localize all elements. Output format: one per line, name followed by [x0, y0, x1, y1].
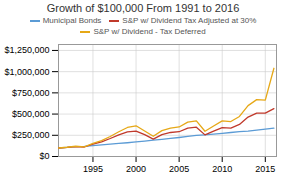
- svg-text:2010: 2010: [212, 164, 232, 174]
- svg-text:$500,000: $500,000: [12, 109, 50, 119]
- svg-text:$750,000: $750,000: [12, 88, 50, 98]
- html-text:S&P w/ Dividend Tax Adjusted a: S&P w/ Dividend Tax Adjusted at 30%: [122, 16, 257, 25]
- svg-text:$250,000: $250,000: [12, 130, 50, 140]
- html-text:Growth of $100,000 From 1991 t: Growth of $100,000 From 1991 to 2016: [46, 2, 240, 14]
- html-text:Municipal Bonds: Municipal Bonds: [42, 16, 102, 25]
- svg-text:2015: 2015: [255, 164, 275, 174]
- svg-text:1995: 1995: [83, 164, 103, 174]
- svg-text:$1,000,000: $1,000,000: [4, 67, 49, 77]
- svg-text:2000: 2000: [126, 164, 146, 174]
- html-text:S&P w/ Dividend - Tax Deferred: S&P w/ Dividend - Tax Deferred: [93, 27, 206, 36]
- svg-text:$1,250,000: $1,250,000: [4, 45, 49, 55]
- svg-text:$0: $0: [39, 151, 49, 161]
- svg-text:2005: 2005: [169, 164, 189, 174]
